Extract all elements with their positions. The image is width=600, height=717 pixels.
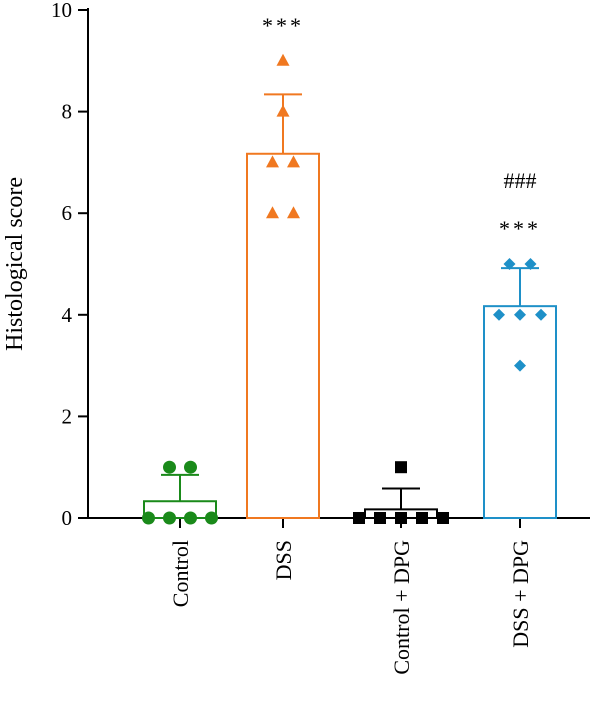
data-point xyxy=(184,460,197,474)
y-tick-label: 0 xyxy=(62,506,73,530)
bar-group xyxy=(246,53,320,519)
bar xyxy=(246,152,320,519)
significance-label: *** xyxy=(499,216,541,241)
y-tick-label: 2 xyxy=(62,404,73,428)
bar-group xyxy=(353,461,449,524)
x-axis: Control DSS Control + DPG DSS + DPG xyxy=(87,517,590,675)
data-point xyxy=(276,104,290,117)
data-point xyxy=(163,460,176,474)
data-point xyxy=(493,308,505,321)
significance-label: ### xyxy=(504,168,537,193)
data-point xyxy=(374,512,386,524)
y-axis-label: Histological score xyxy=(2,177,28,351)
data-point xyxy=(142,511,155,525)
data-point xyxy=(266,206,279,219)
bar-group xyxy=(142,460,218,525)
significance-label: *** xyxy=(262,13,304,38)
data-point xyxy=(395,461,407,474)
y-tick-label: 6 xyxy=(62,201,73,225)
data-point xyxy=(205,511,218,525)
data-point xyxy=(437,512,449,524)
y-tick-label: 10 xyxy=(51,0,72,22)
data-point xyxy=(266,155,279,168)
y-tick-label: 8 xyxy=(62,100,73,124)
data-point xyxy=(287,155,300,168)
data-point xyxy=(503,258,516,270)
data-point xyxy=(535,308,547,321)
y-tick-label: 4 xyxy=(62,303,73,327)
data-point xyxy=(163,511,176,525)
x-tick-label: Control xyxy=(168,540,193,607)
data-point xyxy=(514,359,526,372)
data-point xyxy=(287,206,300,219)
data-point xyxy=(395,512,407,524)
bar-group xyxy=(483,258,557,519)
x-tick-label: DSS xyxy=(271,540,296,580)
data-point xyxy=(524,258,537,270)
data-point xyxy=(416,512,428,524)
x-tick-label: Control + DPG xyxy=(389,540,414,675)
data-point xyxy=(353,512,365,524)
data-point xyxy=(276,53,290,66)
labels: *** *** ### xyxy=(262,13,541,241)
y-axis: 0 2 4 6 8 10 xyxy=(51,0,89,530)
x-tick-label: DSS + DPG xyxy=(508,540,533,648)
data-point xyxy=(514,308,526,321)
data-point xyxy=(184,511,197,525)
bar xyxy=(143,500,217,519)
bar xyxy=(483,305,557,519)
bars xyxy=(142,53,557,525)
